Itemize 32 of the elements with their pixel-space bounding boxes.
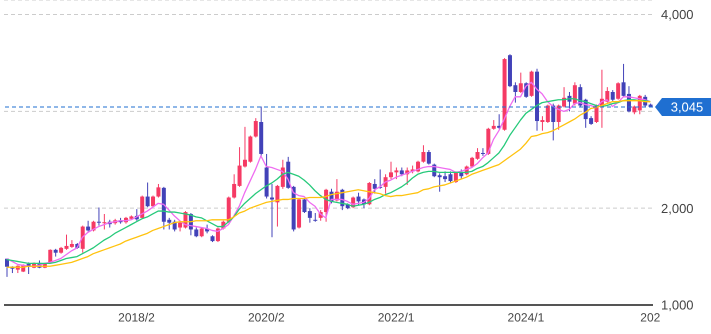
- candlestick: [96, 206, 101, 226]
- candlestick: [616, 82, 620, 100]
- candlestick: [156, 183, 160, 198]
- candlestick: [610, 90, 615, 102]
- candlestick: [421, 144, 426, 164]
- candlestick: [270, 183, 274, 238]
- candlestick: [146, 182, 150, 208]
- candlestick: [480, 148, 485, 156]
- candlestick: [518, 72, 523, 94]
- candlestick: [572, 82, 577, 106]
- candlestick: [254, 118, 258, 138]
- y-tick-label: 2,000: [661, 200, 694, 216]
- x-tick-label: 2018/2: [118, 310, 156, 325]
- y-tick-label: 4,000: [661, 7, 694, 22]
- candlestick: [102, 213, 106, 230]
- candlestick: [426, 150, 431, 166]
- candlestick: [551, 103, 556, 141]
- candlestick: [372, 178, 377, 194]
- candlestick: [388, 161, 393, 180]
- candlestick: [492, 120, 496, 130]
- candlestick: [151, 195, 156, 208]
- candlestick: [80, 225, 85, 254]
- x-tick-label: 202: [640, 310, 661, 325]
- candlestick: [194, 227, 198, 238]
- x-tick-label: 2022/1: [378, 310, 415, 325]
- ref-line-label: 3,045: [670, 99, 704, 114]
- y-tick-label: 1,000: [661, 298, 694, 313]
- candlestick: [200, 227, 204, 238]
- x-tick-label: 2024/1: [508, 310, 545, 325]
- candlestick: [86, 220, 90, 232]
- x-tick-label: 2020/2: [248, 310, 285, 325]
- candlestick: [394, 167, 398, 180]
